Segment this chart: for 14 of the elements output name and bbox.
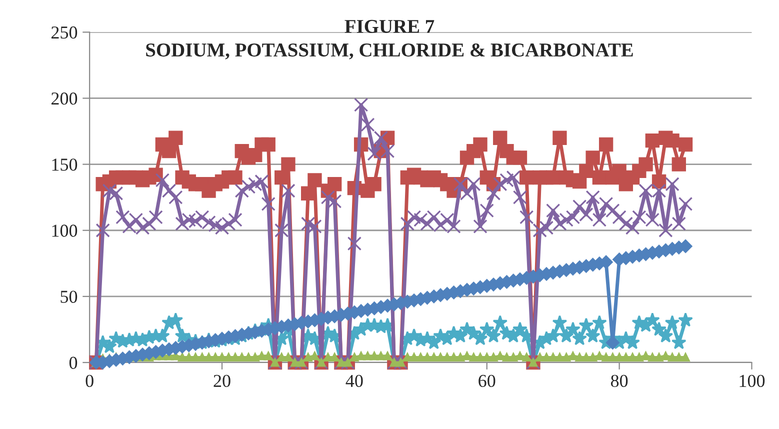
x-tick-label: 60 [478, 374, 496, 388]
chart-title: FIGURE 7 [344, 20, 434, 33]
y-tick-label: 50 [60, 290, 78, 303]
x-tick-label: 0 [86, 374, 94, 388]
chart-subtitle: SODIUM, POTASSIUM, CHLORIDE & BICARBONATE [146, 43, 633, 60]
y-tick-label: 250 [51, 26, 78, 39]
x-tick-label: 20 [214, 374, 230, 388]
y-tick-label: 100 [52, 224, 78, 237]
x-tick-label: 40 [346, 374, 363, 388]
y-tick-label: 150 [52, 158, 78, 171]
y-tick-label: 200 [51, 92, 78, 105]
x-tick-label: 100 [740, 374, 765, 388]
y-tick-label: 0 [69, 356, 78, 369]
x-tick-label: 80 [610, 374, 628, 388]
